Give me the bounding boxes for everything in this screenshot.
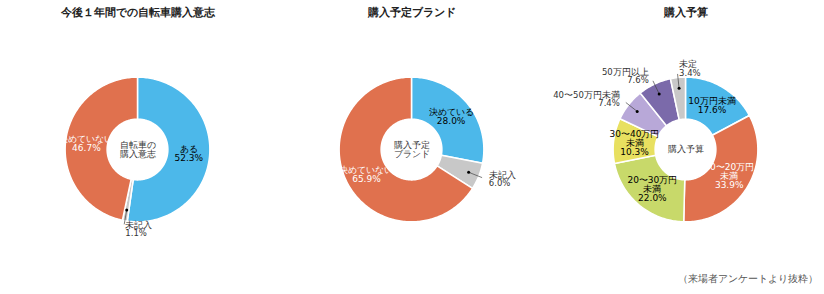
svg-text:40〜50万円未満7.4%: 40〜50万円未満7.4% (553, 90, 620, 109)
svg-text:購入予算: 購入予算 (668, 144, 704, 154)
svg-text:購入予定ブランド: 購入予定ブランド (367, 6, 456, 19)
svg-text:未定3.4%: 未定3.4% (679, 59, 701, 78)
svg-text:ある52.3%: ある52.3% (174, 144, 203, 163)
html-text:（来場者アンケートより抜粋）: （来場者アンケートより抜粋） (678, 273, 818, 284)
svg-text:未記入1.1%: 未記入1.1% (125, 220, 152, 239)
svg-text:未記入6.0%: 未記入6.0% (489, 170, 516, 189)
svg-text:10〜20万円未満33.9%: 10〜20万円未満33.9% (704, 162, 754, 190)
svg-text:決めている28.0%: 決めている28.0% (429, 107, 474, 126)
svg-text:自転車の購入意志: 自転車の購入意志 (120, 140, 156, 159)
svg-text:決めていない65.9%: 決めていない65.9% (339, 165, 393, 184)
svg-text:決めていない46.7%: 決めていない46.7% (59, 134, 113, 153)
svg-text:50万円以上7.6%: 50万円以上7.6% (602, 67, 649, 86)
svg-text:購入予定ブランド: 購入予定ブランド (394, 140, 430, 159)
svg-text:購入予算: 購入予算 (663, 6, 708, 19)
svg-text:20〜30万円未満22.0%: 20〜30万円未満22.0% (627, 175, 677, 203)
svg-text:今後１年間での自転車購入意志: 今後１年間での自転車購入意志 (60, 6, 216, 19)
svg-text:30〜40万円未満10.3%: 30〜40万円未満10.3% (610, 129, 660, 157)
svg-text:10万円未満17.6%: 10万円未満17.6% (688, 96, 735, 115)
